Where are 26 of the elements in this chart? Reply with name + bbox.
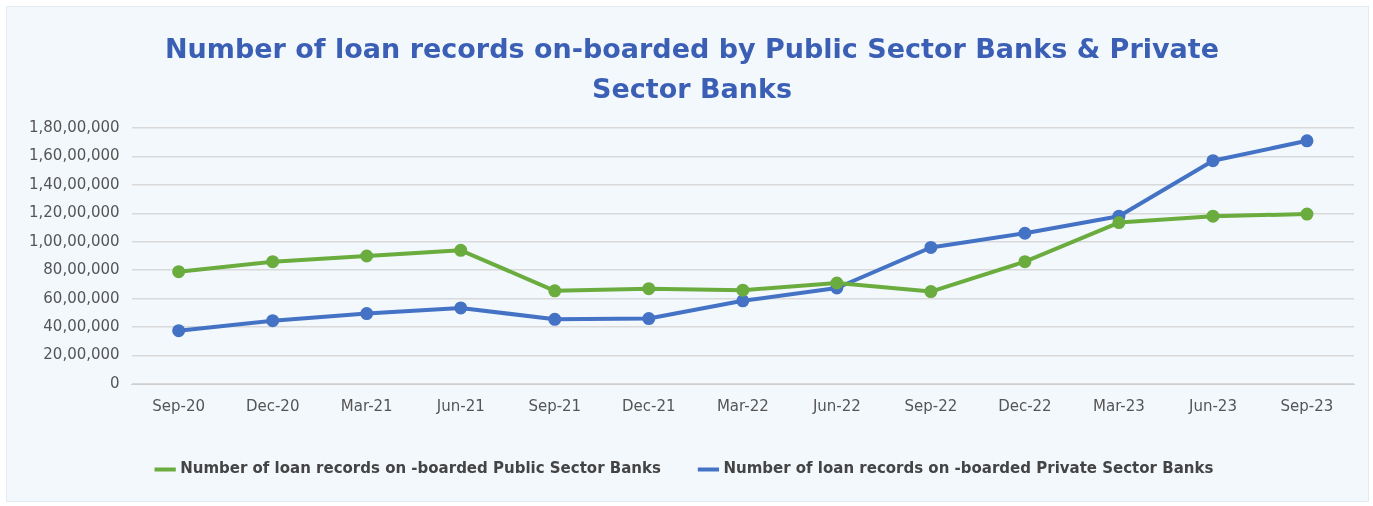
x-tick-label: Sep-21: [528, 396, 582, 415]
x-tick-label: Mar-21: [340, 396, 393, 415]
x-tick-label: Sep-20: [152, 396, 206, 415]
x-tick-label: Sep-23: [1280, 396, 1334, 415]
legend-label: Number of loan records on -boarded Private Sector Banks: [723, 459, 1214, 478]
y-tick-label: 80,00,000: [43, 260, 120, 279]
chart-title: Number of loan records on-boarded by Public Sector Banks & Private Sector Banks: [164, 32, 1220, 106]
x-tick-label: Mar-23: [1093, 396, 1145, 415]
y-tick-label: 20,00,000: [43, 345, 120, 364]
y-tick-label: 0: [110, 373, 120, 392]
y-tick-label: 1,20,00,000: [29, 203, 120, 222]
y-tick-label: 1,00,00,000: [29, 231, 120, 250]
x-tick-label: Jun-21: [435, 396, 485, 415]
x-tick-label: Dec-20: [245, 396, 300, 415]
y-tick-label: 1,80,00,000: [29, 117, 120, 136]
x-tick-label: Dec-22: [998, 396, 1052, 415]
y-tick-label: 60,00,000: [43, 288, 120, 307]
y-tick-label: 1,40,00,000: [29, 174, 120, 193]
y-tick-label: 1,60,00,000: [29, 146, 120, 165]
x-tick-label: Jun-22: [811, 396, 861, 415]
x-tick-label: Jun-23: [1187, 396, 1237, 415]
x-tick-label: Sep-22: [904, 396, 958, 415]
y-tick-label: 40,00,000: [43, 317, 120, 335]
x-tick-label: Dec-21: [622, 396, 676, 415]
legend-label: Number of loan records on -boarded Public Sector Banks: [180, 459, 661, 478]
x-tick-label: Mar-22: [716, 396, 769, 415]
